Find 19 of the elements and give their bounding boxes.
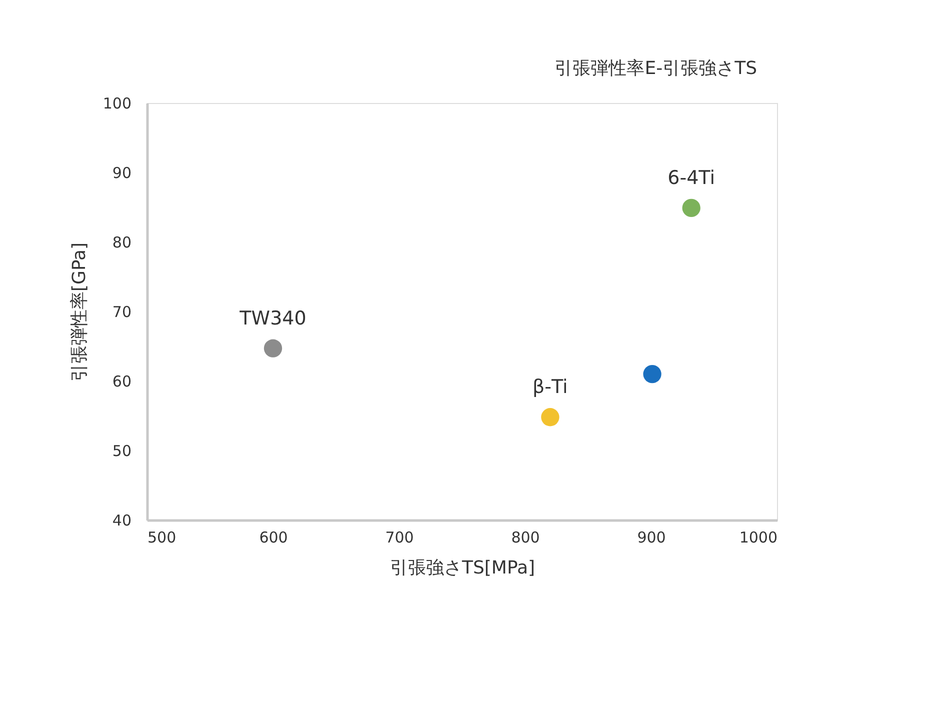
- y-tick-label: 100: [102, 94, 132, 112]
- y-tick-label: 90: [112, 164, 132, 182]
- series-label: 6-4Ti: [668, 166, 715, 189]
- x-axis-title: 引張強さTS[MPa]: [390, 558, 536, 578]
- y-tick-label: 50: [112, 442, 132, 460]
- x-tick-label: 500: [148, 528, 176, 546]
- y-tick-label: 40: [112, 512, 132, 530]
- y-axis-title: 引張弾性率[GPa]: [68, 242, 90, 382]
- x-tick-label: 700: [385, 528, 414, 546]
- x-tick-label: 800: [511, 528, 540, 546]
- y-tick-label: 70: [112, 303, 132, 321]
- chart-title: 引張弾性率E-引張強さTS: [554, 58, 757, 79]
- x-tick-label: 1000: [739, 528, 778, 546]
- y-tick-label: 80: [112, 234, 132, 252]
- series-label: TW340: [238, 307, 306, 330]
- y-tick-label: 60: [112, 372, 132, 390]
- x-tick-label: 900: [637, 528, 666, 546]
- series-label: β-Ti: [532, 376, 568, 398]
- x-tick-label: 600: [259, 528, 288, 546]
